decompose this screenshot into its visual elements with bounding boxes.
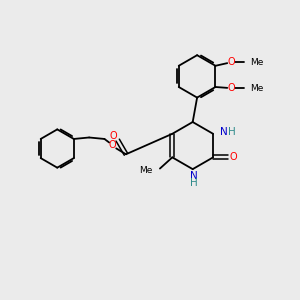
Text: O: O [228, 57, 236, 67]
Text: Me: Me [139, 166, 153, 175]
Text: Me: Me [250, 58, 263, 67]
Text: O: O [228, 83, 236, 94]
Text: O: O [230, 152, 238, 162]
Text: Me: Me [250, 84, 263, 93]
Text: N: N [190, 171, 198, 181]
Text: O: O [110, 131, 117, 141]
Text: O: O [109, 140, 116, 150]
Text: H: H [190, 178, 198, 188]
Text: H: H [228, 127, 236, 137]
Text: N: N [220, 127, 227, 137]
